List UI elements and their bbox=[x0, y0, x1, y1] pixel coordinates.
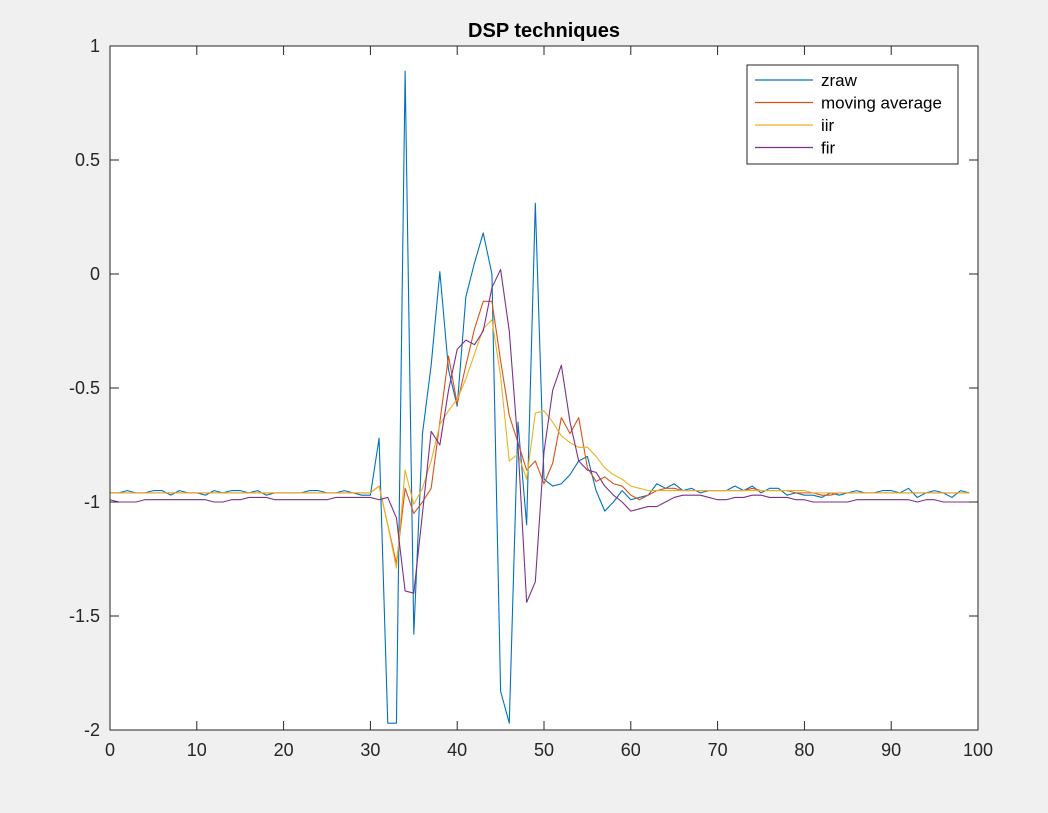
legend-label: moving average bbox=[821, 94, 942, 113]
series-line-fir bbox=[109, 268, 970, 603]
x-tick-label: 80 bbox=[794, 740, 814, 760]
x-tick-label: 100 bbox=[963, 740, 993, 760]
y-tick-label: -1.5 bbox=[69, 606, 100, 626]
y-tick-label: -1 bbox=[84, 492, 100, 512]
legend-label: iir bbox=[821, 116, 835, 135]
x-tick-label: 60 bbox=[621, 740, 641, 760]
y-tick-label: 0.5 bbox=[75, 150, 100, 170]
series-lines bbox=[109, 70, 970, 724]
x-tick-label: 40 bbox=[447, 740, 467, 760]
legend-label: zraw bbox=[821, 71, 858, 90]
legend-label: fir bbox=[821, 139, 836, 158]
x-tick-label: 30 bbox=[360, 740, 380, 760]
series-line-iir bbox=[110, 319, 970, 569]
x-tick-label: 20 bbox=[274, 740, 294, 760]
y-tick-label: -0.5 bbox=[69, 378, 100, 398]
y-tick-label: -2 bbox=[84, 720, 100, 740]
axes: 0 10 20 30 40 50 60 70 80 90 100 -2 -1.5 -1 -0.5 0 0.5 1 bbox=[69, 36, 993, 760]
y-tick-label: 1 bbox=[90, 36, 100, 56]
legend: zraw moving average iir fir bbox=[746, 64, 959, 165]
chart-title: DSP techniques bbox=[468, 20, 620, 42]
x-tick-label: 90 bbox=[881, 740, 901, 760]
x-tick-label: 10 bbox=[187, 740, 207, 760]
x-tick-label: 0 bbox=[105, 740, 115, 760]
x-tick-label: 50 bbox=[534, 740, 554, 760]
x-tick-label: 70 bbox=[708, 740, 728, 760]
y-tick-label: 0 bbox=[90, 264, 100, 284]
